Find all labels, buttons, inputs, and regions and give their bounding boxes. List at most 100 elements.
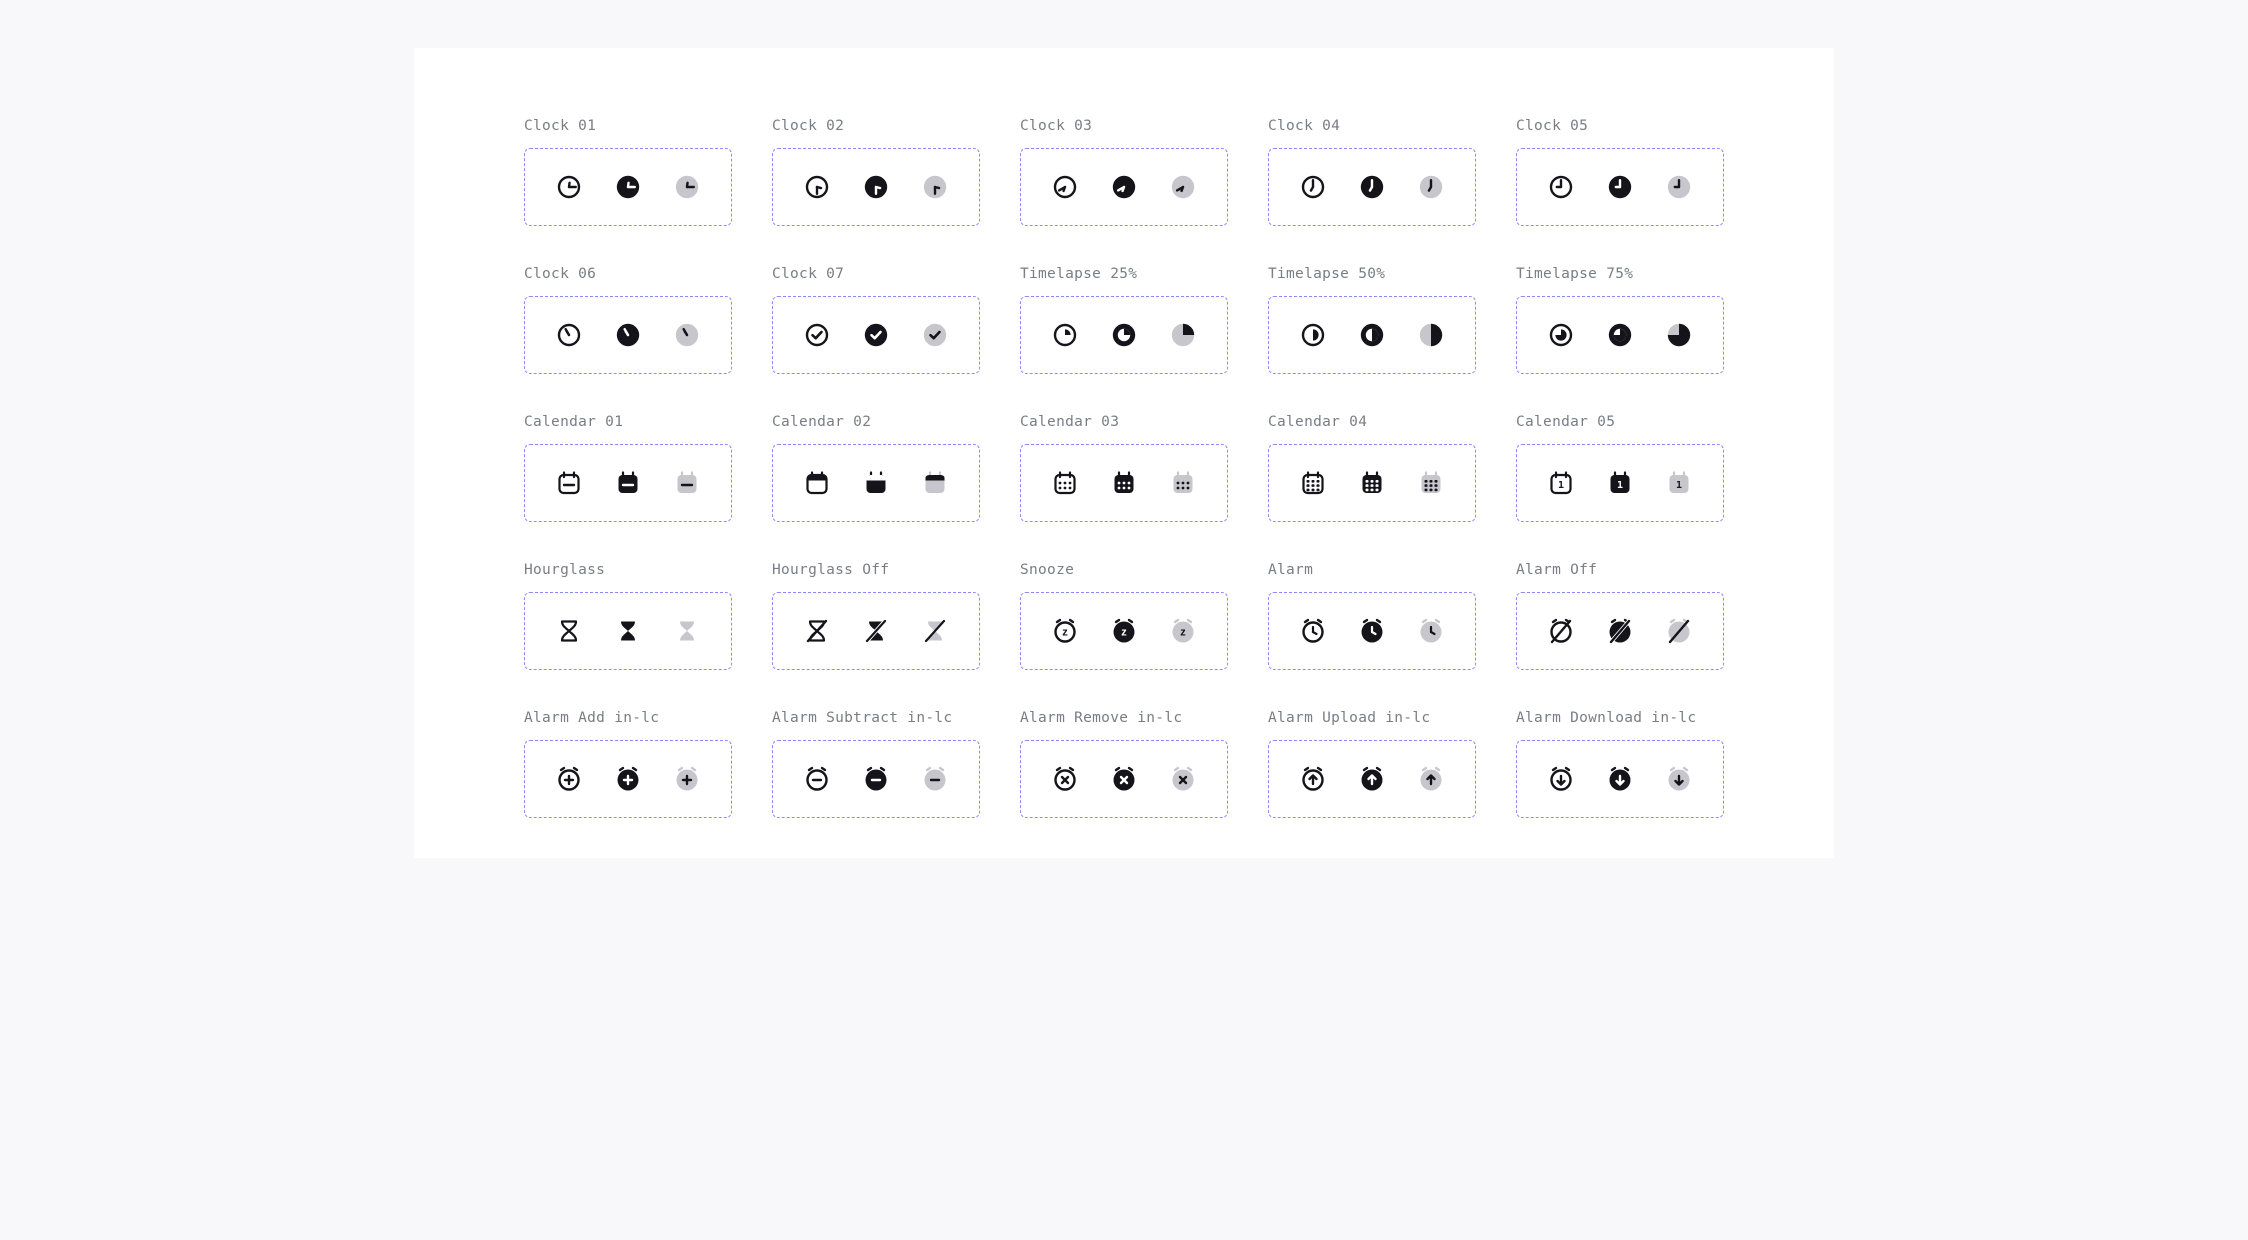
icon-variant-box — [1516, 740, 1724, 818]
alarm-off-outline-icon — [1547, 617, 1575, 645]
icon-label: Clock 04 — [1268, 118, 1476, 134]
icon-cell-hourglass-off: Hourglass Off — [772, 562, 980, 670]
svg-text:1: 1 — [1558, 480, 1564, 491]
alarm-remove-solid-icon — [1110, 765, 1138, 793]
icon-label: Hourglass Off — [772, 562, 980, 578]
clock-03-outline-icon — [1051, 173, 1079, 201]
icon-cell-hourglass: Hourglass — [524, 562, 732, 670]
icon-label: Calendar 05 — [1516, 414, 1724, 430]
hourglass-off-solid-icon — [862, 617, 890, 645]
calendar-02-muted-icon — [921, 469, 949, 497]
icon-variant-box — [1268, 148, 1476, 226]
icon-cell-calendar-03: Calendar 03 — [1020, 414, 1228, 522]
timelapse-50-outline-icon — [1299, 321, 1327, 349]
clock-05-muted-icon — [1665, 173, 1693, 201]
timelapse-50-muted-icon — [1417, 321, 1445, 349]
icon-label: Clock 06 — [524, 266, 732, 282]
icon-variant-box — [524, 592, 732, 670]
icon-variant-box — [1516, 296, 1724, 374]
alarm-off-muted-icon — [1665, 617, 1693, 645]
alarm-remove-muted-icon — [1169, 765, 1197, 793]
icon-variant-box — [772, 296, 980, 374]
alarm-subtract-muted-icon — [921, 765, 949, 793]
icon-label: Timelapse 25% — [1020, 266, 1228, 282]
icon-cell-alarm-add: Alarm Add in-lc — [524, 710, 732, 818]
icon-variant-box: zzz — [1020, 592, 1228, 670]
alarm-download-solid-icon — [1606, 765, 1634, 793]
clock-03-solid-icon — [1110, 173, 1138, 201]
icon-label: Alarm Remove in-lc — [1020, 710, 1228, 726]
icon-cell-calendar-04: Calendar 04 — [1268, 414, 1476, 522]
alarm-add-outline-icon — [555, 765, 583, 793]
clock-05-solid-icon — [1606, 173, 1634, 201]
icon-variant-box — [772, 148, 980, 226]
hourglass-off-outline-icon — [803, 617, 831, 645]
icon-label: Clock 02 — [772, 118, 980, 134]
hourglass-off-muted-icon — [921, 617, 949, 645]
icon-variant-box — [772, 592, 980, 670]
calendar-05-outline-icon: 1 — [1547, 469, 1575, 497]
icon-cell-clock-07: Clock 07 — [772, 266, 980, 374]
svg-text:z: z — [1181, 627, 1187, 639]
calendar-04-outline-icon — [1299, 469, 1327, 497]
icon-cell-calendar-02: Calendar 02 — [772, 414, 980, 522]
icon-cell-clock-04: Clock 04 — [1268, 118, 1476, 226]
alarm-subtract-solid-icon — [862, 765, 890, 793]
alarm-add-muted-icon — [673, 765, 701, 793]
alarm-remove-outline-icon — [1051, 765, 1079, 793]
alarm-solid-icon — [1358, 617, 1386, 645]
icon-cell-calendar-01: Calendar 01 — [524, 414, 732, 522]
icon-cell-clock-01: Clock 01 — [524, 118, 732, 226]
icon-cell-snooze: Snoozezzz — [1020, 562, 1228, 670]
clock-03-muted-icon — [1169, 173, 1197, 201]
icon-label: Clock 05 — [1516, 118, 1724, 134]
clock-04-outline-icon — [1299, 173, 1327, 201]
icon-label: Alarm Add in-lc — [524, 710, 732, 726]
timelapse-75-outline-icon — [1547, 321, 1575, 349]
alarm-download-outline-icon — [1547, 765, 1575, 793]
icon-variant-box — [1020, 444, 1228, 522]
icon-cell-clock-03: Clock 03 — [1020, 118, 1228, 226]
hourglass-solid-icon — [614, 617, 642, 645]
icon-cell-timelapse-25: Timelapse 25% — [1020, 266, 1228, 374]
icon-label: Alarm Download in-lc — [1516, 710, 1724, 726]
icon-cell-clock-05: Clock 05 — [1516, 118, 1724, 226]
calendar-04-solid-icon — [1358, 469, 1386, 497]
alarm-muted-icon — [1417, 617, 1445, 645]
clock-02-outline-icon — [803, 173, 831, 201]
alarm-download-muted-icon — [1665, 765, 1693, 793]
clock-02-muted-icon — [921, 173, 949, 201]
alarm-subtract-outline-icon — [803, 765, 831, 793]
icon-variant-box — [1268, 592, 1476, 670]
icon-variant-box — [524, 740, 732, 818]
timelapse-25-muted-icon — [1169, 321, 1197, 349]
icon-variant-box — [1516, 592, 1724, 670]
alarm-upload-outline-icon — [1299, 765, 1327, 793]
alarm-upload-solid-icon — [1358, 765, 1386, 793]
timelapse-25-outline-icon — [1051, 321, 1079, 349]
calendar-01-solid-icon — [614, 469, 642, 497]
icon-cell-alarm-download: Alarm Download in-lc — [1516, 710, 1724, 818]
icon-cell-alarm-off: Alarm Off — [1516, 562, 1724, 670]
timelapse-75-solid-icon — [1606, 321, 1634, 349]
clock-07-outline-icon — [803, 321, 831, 349]
icon-cell-timelapse-75: Timelapse 75% — [1516, 266, 1724, 374]
calendar-03-solid-icon — [1110, 469, 1138, 497]
icon-variant-box — [772, 444, 980, 522]
icon-cell-calendar-05: Calendar 05111 — [1516, 414, 1724, 522]
alarm-add-solid-icon — [614, 765, 642, 793]
calendar-01-muted-icon — [673, 469, 701, 497]
clock-07-solid-icon — [862, 321, 890, 349]
clock-04-solid-icon — [1358, 173, 1386, 201]
icon-variant-box — [1020, 148, 1228, 226]
icon-label: Alarm Off — [1516, 562, 1724, 578]
calendar-01-outline-icon — [555, 469, 583, 497]
clock-05-outline-icon — [1547, 173, 1575, 201]
clock-01-muted-icon — [673, 173, 701, 201]
calendar-03-muted-icon — [1169, 469, 1197, 497]
timelapse-50-solid-icon — [1358, 321, 1386, 349]
clock-04-muted-icon — [1417, 173, 1445, 201]
icon-label: Timelapse 75% — [1516, 266, 1724, 282]
icon-label: Clock 01 — [524, 118, 732, 134]
calendar-05-solid-icon: 1 — [1606, 469, 1634, 497]
